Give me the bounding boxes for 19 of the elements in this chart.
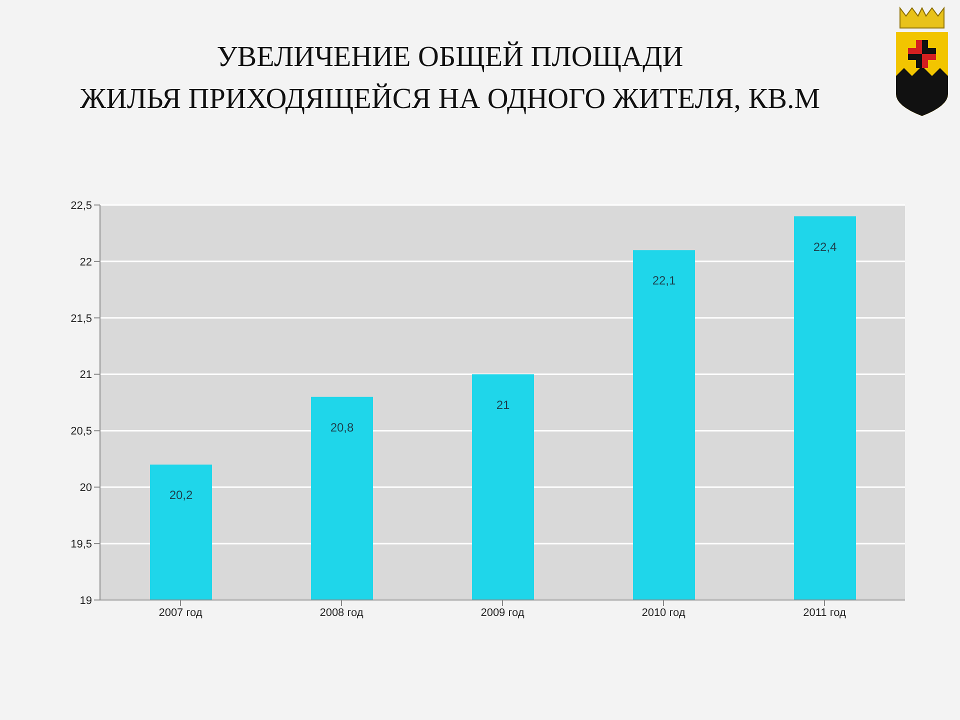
chart-title: УВЕЛИЧЕНИЕ ОБЩЕЙ ПЛОЩАДИ ЖИЛЬЯ ПРИХОДЯЩЕЙСЯ НА ОДНОГО ЖИТЕЛЯ, КВ.М	[79, 40, 821, 117]
x-tick-label: 2007 год	[158, 606, 203, 619]
data-label: 22,4	[813, 240, 837, 254]
y-tick-label: 21,5	[70, 312, 92, 325]
y-tick-label: 19,5	[70, 538, 92, 550]
y-tick-label: 22,5	[70, 200, 92, 212]
y-tick-label: 21	[80, 369, 92, 382]
x-tick-label: 2011 год	[803, 606, 846, 619]
y-tick-label: 20	[80, 482, 92, 494]
data-label: 20,2	[169, 488, 193, 502]
x-tick-label: 2010 год	[642, 606, 686, 619]
data-label: 22,1	[652, 274, 676, 288]
y-tick-label: 19	[80, 594, 92, 607]
y-tick-label: 20,5	[70, 426, 92, 438]
data-label: 21	[496, 398, 510, 412]
y-tick-label: 22	[80, 256, 92, 268]
x-tick-label: 2009 год	[480, 606, 525, 619]
data-label: 20,8	[330, 420, 354, 434]
x-tick-label: 2008 год	[320, 606, 364, 619]
